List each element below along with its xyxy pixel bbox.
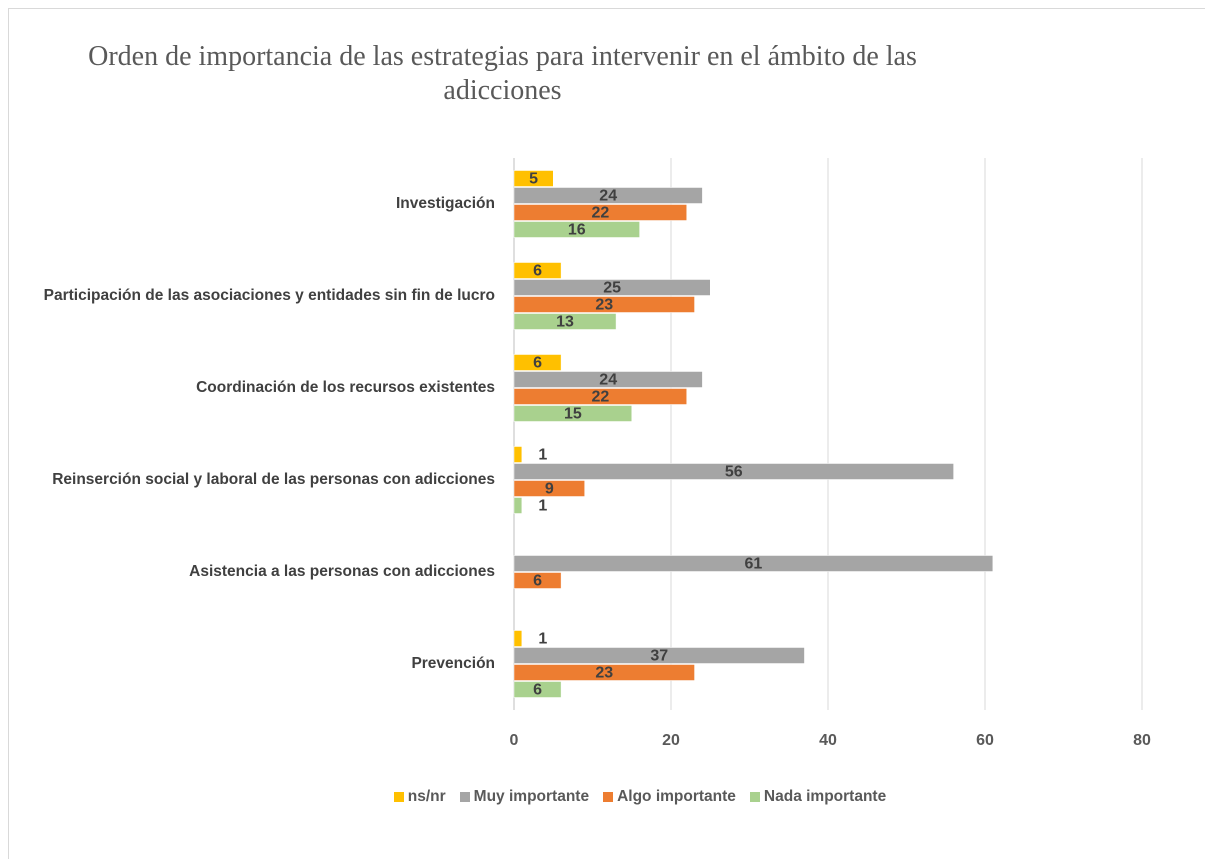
- category-label: Investigación: [0, 193, 495, 215]
- legend-swatch: [393, 792, 404, 802]
- bar: [513, 279, 711, 296]
- category-text: Prevención: [411, 655, 495, 672]
- category-label: Asistencia a las personas con adicciones: [0, 561, 495, 583]
- bar: [513, 647, 805, 664]
- legend-label: Muy importante: [473, 788, 590, 805]
- chart-frame: [8, 8, 1205, 859]
- bar: [513, 480, 585, 497]
- x-tick-label: 20: [662, 732, 680, 749]
- x-tick-label: 0: [510, 732, 519, 749]
- data-label: 1: [538, 631, 547, 648]
- data-label: 23: [595, 297, 613, 314]
- legend-item: Muy importante: [459, 788, 590, 806]
- data-label: 13: [556, 314, 574, 331]
- legend-swatch: [749, 792, 760, 802]
- bar: [513, 313, 617, 330]
- bar: [513, 681, 562, 698]
- category-text: Participación de las asociaciones y enti…: [43, 287, 495, 304]
- legend: ns/nr Muy importante Algo importante Nada i…: [0, 788, 1207, 806]
- data-label: 6: [533, 573, 542, 590]
- category-label: Reinserción social y laboral de las pers…: [0, 469, 495, 491]
- legend-item: Algo importante: [603, 788, 736, 806]
- x-tick-label: 60: [976, 732, 994, 749]
- bar: [513, 221, 640, 238]
- bar: [513, 296, 695, 313]
- data-label: 6: [533, 355, 542, 372]
- chart-title: Orden de importancia de las estrategias …: [88, 41, 917, 106]
- bar: [513, 664, 695, 681]
- bar: [513, 572, 562, 589]
- legend-swatch: [459, 792, 470, 802]
- data-label: 6: [533, 263, 542, 280]
- data-label: 24: [599, 372, 617, 389]
- bar: [513, 170, 554, 187]
- category-label: Coordinación de los recursos existentes: [0, 377, 495, 399]
- data-label: 5: [529, 171, 538, 188]
- data-label: 6: [533, 682, 542, 699]
- data-label: 37: [650, 648, 668, 665]
- bar: [513, 446, 523, 463]
- category-text: Investigación: [395, 195, 495, 212]
- bar: [513, 262, 562, 279]
- legend-swatch: [603, 792, 614, 802]
- bar: [513, 630, 523, 647]
- bar: [513, 463, 954, 480]
- bar: [513, 371, 703, 388]
- data-label: 1: [538, 498, 547, 515]
- x-tick-label: 40: [819, 732, 837, 749]
- category-text: Coordinación de los recursos existentes: [196, 379, 495, 396]
- bar: [513, 388, 687, 405]
- bar: [513, 497, 523, 514]
- data-label: 22: [591, 205, 609, 222]
- category-text: Asistencia a las personas con adicciones: [189, 563, 495, 580]
- bar: [513, 187, 703, 204]
- data-label: 56: [725, 464, 743, 481]
- legend-item: Nada importante: [749, 788, 887, 806]
- data-label: 25: [603, 280, 621, 297]
- data-label: 61: [745, 556, 763, 573]
- category-label: Participación de las asociaciones y enti…: [0, 285, 495, 307]
- x-tick-label: 80: [1133, 732, 1151, 749]
- category-text: Reinserción social y laboral de las pers…: [52, 471, 495, 488]
- data-label: 16: [568, 222, 586, 239]
- bar: [513, 405, 632, 422]
- legend-label: ns/nr: [407, 788, 446, 805]
- data-label: 24: [599, 188, 617, 205]
- legend-label: Nada importante: [763, 788, 887, 805]
- bar: [513, 204, 687, 221]
- bar: [513, 354, 562, 371]
- category-label: Prevención: [0, 653, 495, 675]
- legend-item: ns/nr: [393, 788, 446, 806]
- data-label: 23: [595, 665, 613, 682]
- data-label: 15: [564, 406, 582, 423]
- data-label: 22: [591, 389, 609, 406]
- bar: [513, 555, 994, 572]
- data-label: 1: [538, 447, 547, 464]
- legend-label: Algo importante: [617, 788, 736, 805]
- data-label: 9: [545, 481, 554, 498]
